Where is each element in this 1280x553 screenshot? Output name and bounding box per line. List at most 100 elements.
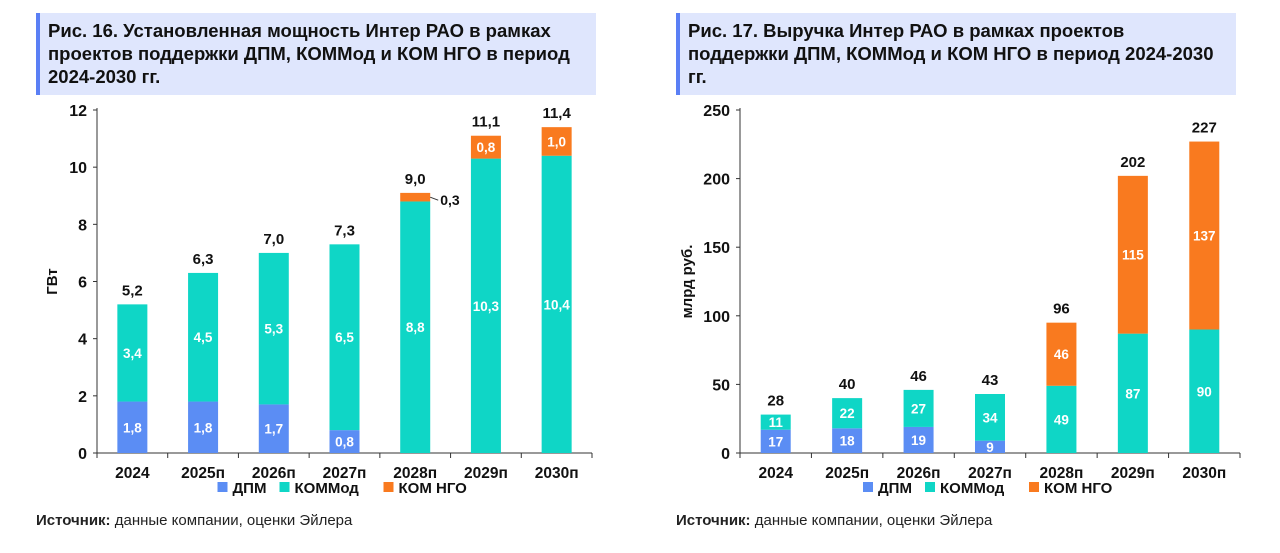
bar-total-label: 11,4 bbox=[542, 105, 571, 122]
bar-segment-kom-ngo bbox=[1117, 175, 1148, 334]
bar-segment-dpm bbox=[188, 401, 219, 453]
bar-segment-kommod bbox=[1046, 385, 1077, 453]
x-tick-label: 2029п bbox=[1111, 465, 1155, 482]
bar-total-label: 227 bbox=[1192, 120, 1217, 137]
y-tick-label: 2 bbox=[78, 389, 87, 406]
x-tick-label: 2028п bbox=[393, 465, 437, 482]
x-tick-label: 2026п bbox=[252, 465, 296, 482]
bar-value-label: 5,3 bbox=[264, 322, 283, 337]
x-tick-label: 2025п bbox=[181, 465, 225, 482]
bar-total-label: 6,3 bbox=[193, 251, 214, 268]
bar-total-label: 43 bbox=[982, 372, 999, 389]
bar-segment-dpm bbox=[258, 404, 289, 453]
figure-17-title: Рис. 17. Выручка Интер РАО в рамках прое… bbox=[676, 13, 1236, 95]
bar-value-label: 27 bbox=[911, 401, 926, 416]
bar-value-label: 17 bbox=[768, 434, 783, 449]
bar-value-label: 0,8 bbox=[477, 140, 496, 155]
bar-segment-kom-ngo bbox=[400, 192, 431, 202]
bar-total-label: 202 bbox=[1120, 154, 1145, 171]
source-label: Источник: bbox=[676, 512, 751, 529]
callout-line bbox=[430, 196, 439, 201]
bar-segment-kommod bbox=[1117, 333, 1148, 453]
y-tick-label: 6 bbox=[78, 275, 87, 292]
source-text: данные компании, оценки Эйлера bbox=[110, 512, 353, 529]
bar-value-label: 0,8 bbox=[335, 435, 354, 450]
bar-segment-kommod bbox=[1189, 329, 1220, 453]
bar-segment-kommod bbox=[975, 394, 1005, 441]
bar-value-label: 6,5 bbox=[335, 330, 354, 345]
figure-17-panel: Рис. 17. Выручка Интер РАО в рамках прое… bbox=[640, 0, 1250, 553]
bar-segment-kom-ngo bbox=[1189, 141, 1220, 330]
y-tick-label: 10 bbox=[69, 160, 87, 177]
source-label: Источник: bbox=[36, 512, 111, 529]
bar-segment-kom-ngo bbox=[1046, 322, 1077, 386]
bar-value-label: 9 bbox=[986, 440, 994, 455]
bar-value-label: 137 bbox=[1193, 229, 1216, 244]
legend-swatch-kommod bbox=[279, 482, 290, 492]
y-tick-label: 250 bbox=[703, 103, 730, 120]
bar-total-label: 9,0 bbox=[405, 171, 426, 188]
x-tick-label: 2024 bbox=[115, 465, 150, 482]
bar-total-label: 11,1 bbox=[472, 114, 500, 131]
x-tick-label: 2024 bbox=[758, 465, 793, 482]
bar-value-label: 10,4 bbox=[544, 297, 571, 312]
bar-value-label: 10,3 bbox=[473, 299, 500, 314]
bar-segment-kommod bbox=[470, 158, 501, 453]
figure-16-source: Источник: данные компании, оценки Эйлера bbox=[36, 512, 352, 529]
bar-value-label: 1,8 bbox=[123, 420, 142, 435]
bar-segment-dpm bbox=[903, 426, 934, 453]
legend-label-dpm: ДПМ bbox=[878, 480, 912, 497]
bar-value-label: 1,0 bbox=[547, 134, 566, 149]
y-tick-label: 50 bbox=[712, 377, 730, 394]
legend-swatch-kommod bbox=[925, 482, 935, 492]
y-tick-label: 12 bbox=[69, 103, 87, 120]
legend-swatch-dpm bbox=[863, 482, 873, 492]
bar-value-label: 19 bbox=[911, 433, 926, 448]
bar-segment-kommod bbox=[903, 389, 934, 427]
bar-value-label: 1,7 bbox=[264, 422, 283, 437]
bar-segment-kommod bbox=[541, 155, 572, 453]
bar-total-label: 96 bbox=[1053, 301, 1070, 318]
y-tick-label: 100 bbox=[703, 309, 730, 326]
bar-segment-kommod bbox=[258, 252, 289, 405]
figure-17-source: Источник: данные компании, оценки Эйлера bbox=[676, 512, 992, 529]
bar-value-label: 90 bbox=[1197, 384, 1212, 399]
y-axis-label: млрд руб. bbox=[679, 245, 696, 319]
figure-16-title: Рис. 16. Установленная мощность Интер РА… bbox=[36, 13, 596, 95]
bar-value-label: 4,5 bbox=[194, 330, 213, 345]
bar-segment-kommod bbox=[832, 398, 863, 429]
bar-total-label: 7,0 bbox=[263, 231, 284, 248]
bar-segment-kommod bbox=[117, 304, 148, 402]
bar-segment-kommod bbox=[329, 244, 360, 431]
bar-value-label: 11 bbox=[769, 415, 784, 430]
bar-value-label: 115 bbox=[1122, 248, 1144, 263]
bar-segment-kommod bbox=[400, 201, 431, 453]
y-tick-label: 4 bbox=[78, 332, 87, 349]
bar-segment-kommod bbox=[760, 414, 791, 430]
x-tick-label: 2030п bbox=[1182, 465, 1226, 482]
bar-total-label: 46 bbox=[910, 368, 927, 385]
x-tick-label: 2026п bbox=[897, 465, 941, 482]
legend-swatch-kom-ngo bbox=[1029, 482, 1039, 492]
legend-label-kommod: КОММод bbox=[295, 480, 360, 497]
bar-segment-dpm bbox=[760, 429, 791, 453]
bar-value-label: 8,8 bbox=[406, 320, 425, 335]
x-tick-label: 2028п bbox=[1040, 465, 1084, 482]
figure-17-chart: 0 50 100 150 200 250 млрд руб. 17 11 28 2024 18 22 40… bbox=[679, 103, 1241, 497]
y-tick-label: 200 bbox=[703, 172, 730, 189]
bar-value-label: 22 bbox=[840, 406, 855, 421]
bar-segment-dpm bbox=[117, 401, 148, 453]
y-tick-label: 0 bbox=[78, 446, 87, 463]
legend-label-dpm: ДПМ bbox=[233, 480, 267, 497]
bar-total-label: 40 bbox=[839, 376, 856, 393]
bar-segment-dpm bbox=[975, 440, 1005, 453]
figure-16-chart: 0 2 4 6 8 10 12 ГВт 1,8 3,4 5,2 2024 1,8 4,5 6,3 2025п 1… bbox=[44, 103, 593, 497]
x-tick-label: 2030п bbox=[535, 465, 579, 482]
x-tick-label: 2029п bbox=[464, 465, 508, 482]
legend-label-kom-ngo: КОМ НГО bbox=[399, 480, 468, 497]
bar-total-label: 5,2 bbox=[122, 282, 143, 299]
legend-label-kommod: КОММод bbox=[940, 480, 1005, 497]
y-tick-label: 150 bbox=[703, 240, 730, 257]
bar-segment-kom-ngo bbox=[541, 127, 572, 156]
legend-swatch-dpm bbox=[217, 482, 228, 492]
